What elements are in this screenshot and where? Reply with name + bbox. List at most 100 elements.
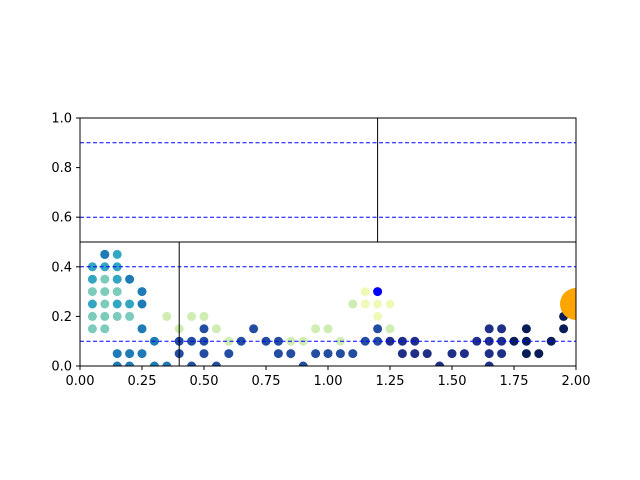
plot-area	[80, 118, 576, 366]
scatter-point	[484, 361, 494, 366]
marker-circle	[560, 288, 576, 320]
scatter-point	[323, 324, 333, 334]
scatter-point	[224, 349, 234, 359]
scatter-point	[199, 324, 209, 334]
y-tick-label: 0.0	[51, 360, 72, 375]
scatter-point	[137, 324, 147, 334]
scatter-point	[137, 287, 147, 297]
scatter-point	[87, 262, 97, 272]
scatter-point	[87, 299, 97, 309]
scatter-point	[273, 349, 283, 359]
scatter-point	[112, 311, 122, 321]
scatter-point	[298, 361, 308, 366]
scatter-point	[373, 336, 383, 346]
y-tick-label: 1.0	[51, 112, 72, 127]
scatter-point	[187, 311, 197, 321]
scatter-point	[112, 299, 122, 309]
scatter-point	[100, 262, 110, 272]
scatter-point	[187, 361, 197, 366]
scatter-point	[509, 336, 519, 346]
scatter-point	[125, 311, 135, 321]
scatter-point	[385, 299, 395, 309]
scatter-point	[100, 324, 110, 334]
scatter-point	[211, 361, 221, 366]
scatter-point	[484, 349, 494, 359]
scatter-point	[373, 324, 383, 334]
scatter-point	[100, 299, 110, 309]
scatter-point	[484, 336, 494, 346]
scatter-point	[360, 287, 370, 297]
x-tick-label: 1.50	[438, 374, 467, 389]
scatter-point	[199, 311, 209, 321]
scatter-point	[385, 336, 395, 346]
scatter-point	[100, 249, 110, 259]
scatter-point	[87, 324, 97, 334]
scatter-point	[224, 336, 234, 346]
scatter-point	[112, 287, 122, 297]
scatter-point	[125, 349, 135, 359]
scatter-point	[100, 311, 110, 321]
scatter-point	[521, 349, 531, 359]
scatter-point	[236, 336, 246, 346]
scatter-point	[249, 324, 259, 334]
y-tick-label: 0.4	[51, 260, 72, 275]
scatter-point	[87, 274, 97, 284]
y-tick-label: 0.8	[51, 161, 72, 176]
scatter-point	[311, 349, 321, 359]
scatter-point	[137, 299, 147, 309]
scatter-point	[335, 349, 345, 359]
scatter-point	[410, 349, 420, 359]
scatter-point	[87, 287, 97, 297]
plot-content	[80, 118, 576, 366]
scatter-point	[534, 349, 544, 359]
scatter-point	[422, 349, 432, 359]
scatter-point	[521, 324, 531, 334]
scatter-point	[373, 299, 383, 309]
scatter-point	[385, 324, 395, 334]
scatter-point	[137, 349, 147, 359]
y-tick-label: 0.2	[51, 310, 72, 325]
x-tick-label: 0.50	[190, 374, 219, 389]
scatter-point	[497, 349, 507, 359]
scatter-point	[435, 361, 445, 366]
x-tick-label: 1.00	[314, 374, 343, 389]
x-tick-label: 0.00	[66, 374, 95, 389]
x-tick-label: 1.75	[500, 374, 529, 389]
scatter-point	[360, 336, 370, 346]
scatter-point	[447, 349, 457, 359]
scatter-point	[149, 361, 159, 366]
scatter-point	[459, 349, 469, 359]
scatter-point	[211, 324, 221, 334]
scatter-point	[360, 299, 370, 309]
scatter-point	[497, 336, 507, 346]
scatter-point	[323, 349, 333, 359]
scatter-point	[397, 349, 407, 359]
scatter-point	[162, 361, 172, 366]
scatter-point	[286, 349, 296, 359]
scatter-point	[373, 311, 383, 321]
scatter-point	[112, 249, 122, 259]
highlight-point	[373, 287, 383, 297]
scatter-point	[497, 324, 507, 334]
scatter-point	[112, 349, 122, 359]
x-tick-label: 0.25	[128, 374, 157, 389]
axes: 0.00 0.25 0.50 0.75 1.00 1.25 1.50 1.75 2.00 0.0 0…	[51, 112, 590, 390]
scatter-point	[348, 349, 358, 359]
x-tick-label: 1.25	[376, 374, 405, 389]
scatter-point	[100, 274, 110, 284]
scatter-point	[100, 287, 110, 297]
scatter-point	[125, 299, 135, 309]
x-tick-label: 0.75	[252, 374, 281, 389]
scatter-point	[162, 311, 172, 321]
scatter-point	[521, 336, 531, 346]
scatter-point	[559, 324, 569, 334]
scatter-point	[112, 274, 122, 284]
scatter-point	[112, 361, 122, 366]
scatter-point	[125, 274, 135, 284]
scatter-point	[112, 262, 122, 272]
scatter-point	[348, 299, 358, 309]
scatter-point	[87, 311, 97, 321]
x-tick-label: 2.00	[562, 374, 591, 389]
